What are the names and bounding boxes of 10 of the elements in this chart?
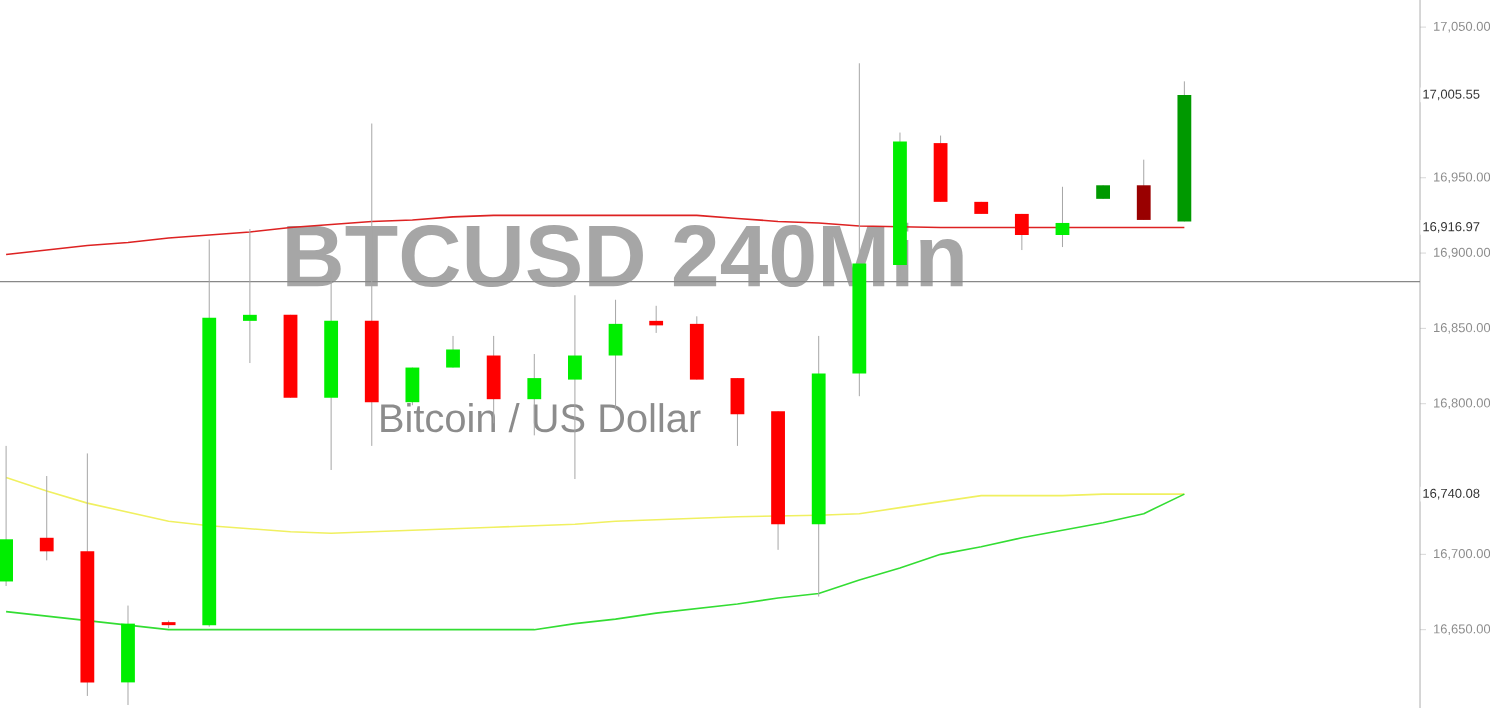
candlestick xyxy=(446,335,460,369)
candlestick xyxy=(0,445,13,587)
candlestick xyxy=(1136,159,1151,221)
candlestick xyxy=(649,305,664,334)
candlestick xyxy=(730,377,745,447)
candlestick xyxy=(1014,213,1029,251)
candlestick xyxy=(405,367,420,406)
candlestick xyxy=(39,475,54,561)
candlestick xyxy=(242,228,257,364)
candlestick xyxy=(1055,186,1070,248)
